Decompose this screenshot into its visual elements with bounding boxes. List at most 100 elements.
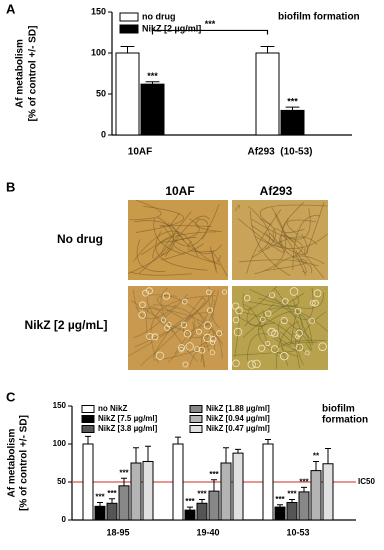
- hypha: [192, 245, 221, 263]
- spore: [258, 344, 266, 352]
- legend-swatch: [189, 425, 203, 433]
- legend-swatch: [81, 425, 95, 433]
- error-bar: [301, 486, 307, 492]
- y-axis-label: Af metabolism: [15, 39, 26, 108]
- bar: [130, 462, 142, 521]
- legend-swatch: [119, 12, 139, 22]
- bar: [322, 463, 334, 521]
- spore: [206, 289, 212, 296]
- y-tick-label: 100: [91, 47, 106, 57]
- panel-label: A: [6, 1, 16, 16]
- error-bar: [313, 460, 319, 471]
- spore: [194, 346, 201, 353]
- hypha: [258, 311, 313, 346]
- spore: [232, 359, 240, 368]
- hypha: [244, 307, 328, 332]
- spore: [265, 310, 272, 317]
- spore: [139, 301, 146, 309]
- spore: [162, 292, 170, 300]
- hypha: [242, 293, 305, 339]
- hypha: [196, 290, 219, 327]
- y-tick-label: 50: [96, 88, 106, 98]
- spore: [209, 349, 216, 356]
- spore: [206, 307, 213, 314]
- spore: [178, 346, 185, 353]
- hypha: [138, 232, 180, 274]
- spore: [309, 300, 316, 307]
- hypha: [237, 218, 285, 253]
- error-bar: [289, 498, 295, 503]
- hypha: [183, 296, 210, 338]
- significance: ***: [275, 495, 285, 504]
- significance: ***: [107, 489, 117, 498]
- bar: [255, 52, 280, 136]
- significance: ***: [147, 71, 158, 81]
- spore: [232, 316, 240, 324]
- image-column-label: 10AF: [165, 184, 194, 198]
- error-bar: [265, 438, 271, 444]
- legend-label: no drug: [142, 11, 176, 21]
- hypha: [127, 216, 174, 275]
- error-bar: [97, 502, 103, 507]
- hypha: [129, 199, 162, 221]
- x-tick-label: Af293 (10-53): [247, 147, 312, 158]
- hypha: [159, 224, 212, 228]
- error-bar: [145, 445, 151, 462]
- spore: [267, 327, 276, 337]
- spore: [209, 339, 216, 346]
- significance: ***: [287, 96, 298, 106]
- hypha: [250, 224, 309, 256]
- spore: [185, 342, 194, 351]
- y-tick-label: 0: [62, 515, 67, 524]
- hypha: [152, 231, 217, 259]
- micrograph: [232, 286, 328, 370]
- error-bar: [109, 498, 115, 504]
- panel-label: B: [6, 179, 15, 194]
- legend-label: NikZ [0.47 µg/ml]: [206, 424, 270, 433]
- significance: ***: [185, 497, 195, 506]
- hypha: [250, 210, 291, 277]
- hypha: [254, 207, 286, 275]
- spore: [203, 321, 212, 330]
- hypha: [246, 209, 282, 275]
- spore: [318, 342, 327, 351]
- spore: [221, 289, 228, 295]
- bar: [140, 83, 165, 136]
- bar: [82, 443, 94, 521]
- hypha: [132, 294, 189, 338]
- legend-swatch: [81, 405, 95, 413]
- spore: [289, 287, 299, 296]
- hypha: [251, 218, 277, 259]
- significance: ***: [299, 477, 309, 486]
- hypha: [131, 300, 195, 333]
- hypha: [278, 320, 311, 367]
- hypha: [152, 312, 210, 359]
- spore: [181, 298, 188, 305]
- hypha: [292, 215, 321, 270]
- legend-label: NikZ [1.88 µg/ml]: [206, 404, 270, 413]
- hypha: [145, 294, 224, 345]
- error-bar: [235, 448, 241, 454]
- spore: [247, 360, 256, 369]
- hypha: [274, 213, 296, 243]
- hypha: [249, 288, 324, 309]
- bar: [172, 443, 184, 521]
- spore: [180, 321, 188, 329]
- spore: [271, 329, 279, 338]
- hypha: [255, 233, 328, 249]
- hypha: [153, 342, 216, 361]
- bar: [274, 506, 286, 521]
- bracket: [151, 29, 269, 35]
- bar: [286, 502, 298, 521]
- hypha: [233, 349, 299, 356]
- hypha: [135, 307, 223, 360]
- error-bar: [199, 498, 205, 504]
- significance: ***: [197, 490, 207, 499]
- legend-swatch: [189, 405, 203, 413]
- significance: ***: [287, 490, 297, 499]
- hypha: [239, 259, 313, 274]
- hypha: [243, 304, 268, 342]
- bar: [106, 502, 118, 521]
- error-bar: [223, 447, 229, 463]
- legend-label: NikZ [3.8 µg/ml]: [98, 424, 158, 433]
